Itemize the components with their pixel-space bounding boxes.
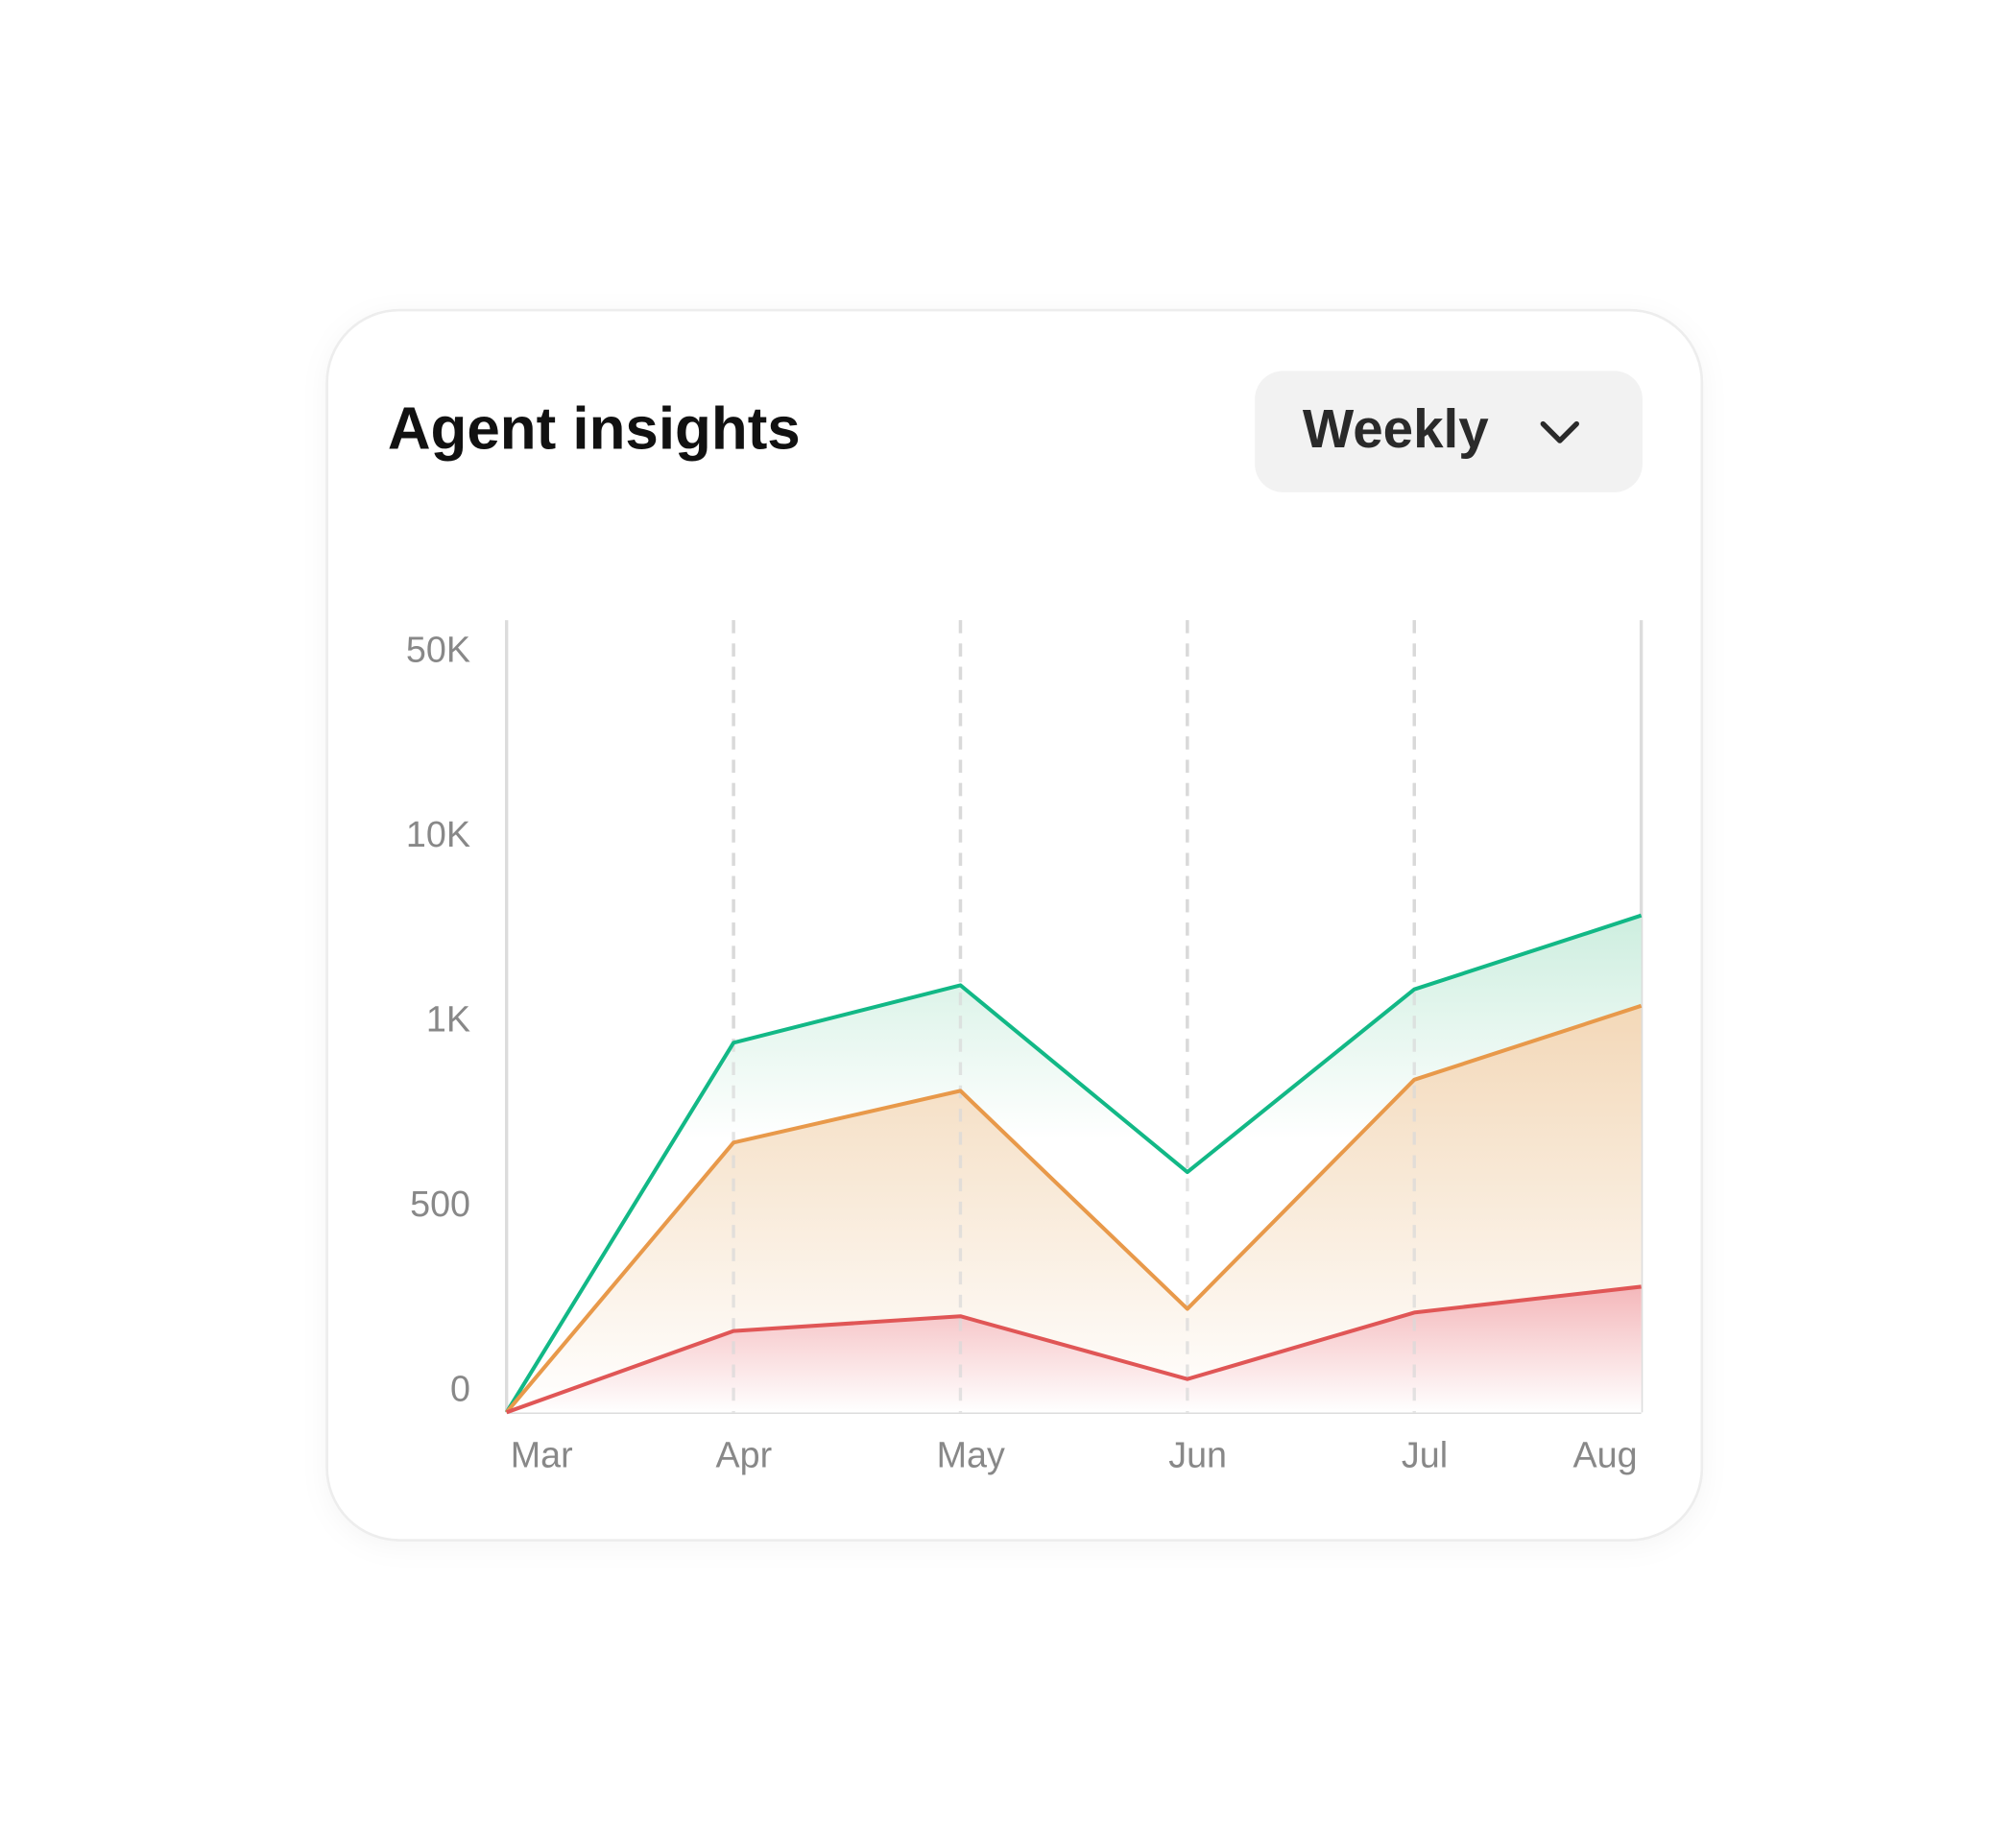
y-tick-label: 500 (410, 1184, 470, 1224)
line (505, 1003, 1643, 1414)
x-tick-label: Apr (716, 1434, 773, 1474)
dropdown-label[interactable]: Weekly (1303, 398, 1489, 459)
x-tick-label: Mar (511, 1434, 573, 1474)
x-tick-label: Jun (1168, 1434, 1227, 1474)
y-tick-label: 50K (406, 630, 470, 670)
x-tick-label: Jul (1402, 1434, 1448, 1474)
card-title: Agent insights (388, 395, 801, 462)
line (504, 913, 1643, 1414)
y-tick-label: 10K (406, 814, 470, 854)
x-tick-label: Aug (1573, 1434, 1638, 1474)
plot: 0 500 1K 10K 50K Mar Apr May Jun Jul Aug (406, 620, 1644, 1474)
chevron-icon[interactable] (1540, 420, 1579, 443)
line (506, 1284, 1642, 1415)
area (506, 1005, 1642, 1413)
y-tick-label: 1K (426, 999, 470, 1040)
period-dropdown[interactable]: Weekly (1255, 371, 1643, 492)
dropdown-bg[interactable] (1255, 371, 1643, 492)
y-tick-label: 0 (450, 1369, 470, 1409)
x-tick-label: May (937, 1434, 1005, 1474)
